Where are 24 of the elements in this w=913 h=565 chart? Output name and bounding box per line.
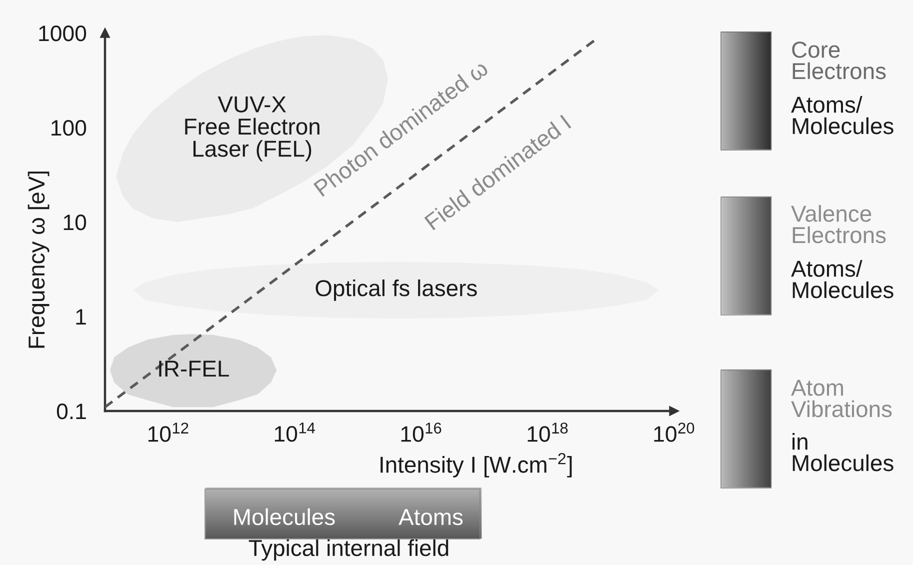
- x-axis-title: Intensity I [W.cm$^{−2}$]: [380, 452, 572, 478]
- series-label: IR-FEL: [159, 360, 229, 377]
- text: Atom Vibrations: [791, 380, 892, 418]
- x-tick-label: 10$^{18}$: [528, 422, 568, 442]
- text: in Molecules: [792, 433, 894, 472]
- y-tick-label: 1: [76, 309, 86, 325]
- series-label: VUV-X Free Electron Laser (FEL): [185, 96, 320, 162]
- y-axis-title: Frequency ω [eV]: [28, 172, 50, 348]
- text: Typical internal field: [248, 539, 448, 561]
- y-tick-label: 10: [64, 214, 86, 230]
- x-tick-label: 10$^{20}$: [654, 422, 694, 442]
- text: Core Electrons: [792, 42, 886, 80]
- y-tick-label: 1000: [39, 26, 86, 42]
- x-tick-label: 10$^{12}$: [148, 422, 188, 442]
- series-label: Optical fs lasers: [316, 279, 477, 301]
- text: Atoms: [398, 509, 463, 526]
- x-tick-label: 10$^{16}$: [401, 422, 442, 442]
- text: Atoms/ Molecules: [791, 260, 894, 298]
- y-tick-label: 0.1: [56, 404, 86, 420]
- y-tick-label: 100: [52, 120, 86, 136]
- text: Molecules: [234, 508, 335, 526]
- x-tick-label: 10$^{14}$: [274, 422, 315, 442]
- text: Valence Electrons: [791, 205, 886, 244]
- text: Atoms/ Molecules: [791, 96, 894, 134]
